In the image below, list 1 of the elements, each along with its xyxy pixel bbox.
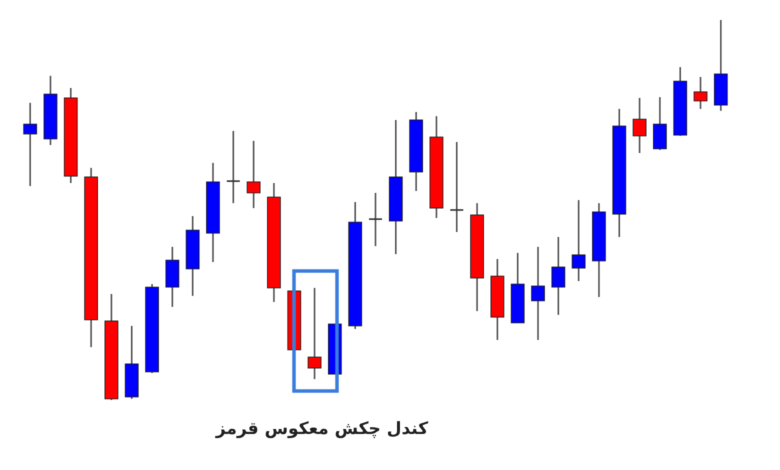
text: کندل چکش معکوس قرمز	[214, 419, 428, 439]
